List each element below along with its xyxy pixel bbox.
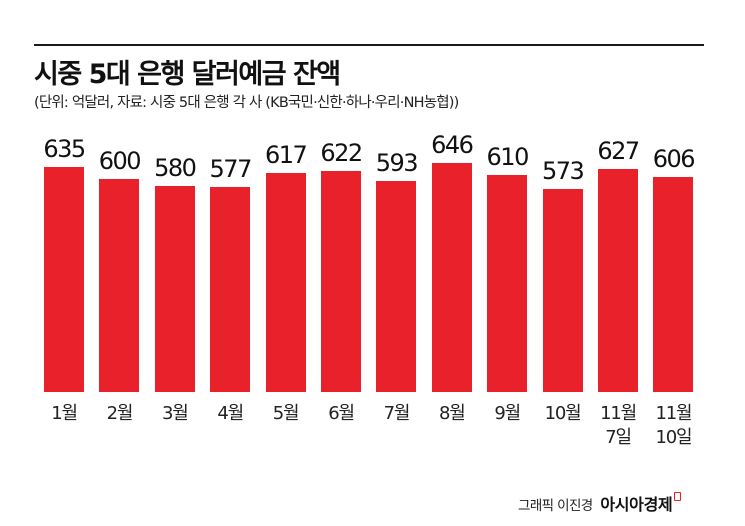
data-label: 580 <box>154 154 197 183</box>
x-axis-label: 8월 <box>438 403 466 424</box>
data-label: 635 <box>43 134 86 163</box>
x-axis-label: 6월 <box>328 403 355 424</box>
bar <box>154 186 195 392</box>
bar <box>44 166 84 392</box>
top-rule <box>34 44 704 46</box>
x-axis-label: 5월 <box>272 403 300 424</box>
data-label: 593 <box>375 149 419 178</box>
bar <box>265 172 306 392</box>
x-axis-label: 3월 <box>161 403 189 424</box>
data-label: 646 <box>431 130 474 159</box>
bar <box>210 187 251 392</box>
chart-subtitle: (단위: 억달러, 자료: 시중 5대 은행 각 사 (KB국민·신한·하나·우… <box>34 95 459 111</box>
x-axis-label: 9월 <box>494 403 521 424</box>
data-label: 622 <box>320 139 363 168</box>
x-axis-label: 1월 <box>51 403 78 424</box>
bar <box>487 175 528 392</box>
x-axis-label: 11월 10일 <box>655 403 692 448</box>
x-axis-label: 11월 7일 <box>600 403 637 448</box>
data-label: 606 <box>652 144 696 173</box>
data-label: 617 <box>264 140 308 169</box>
bar <box>376 181 417 392</box>
brand-logo: 아시아경제 <box>600 495 673 514</box>
credit-line: 그래픽 이진경 아시아경제 <box>518 491 682 515</box>
bar <box>653 176 694 392</box>
data-label: 577 <box>209 155 253 184</box>
data-label: 573 <box>541 156 585 185</box>
x-axis-label: 2월 <box>106 403 134 424</box>
bar <box>431 162 472 392</box>
bar <box>598 169 638 392</box>
chart-title: 시중 5대 은행 달러예금 잔액 <box>34 59 341 90</box>
data-label: 600 <box>98 147 142 175</box>
x-axis-label: 4월 <box>217 403 244 424</box>
bar <box>542 188 583 392</box>
bar <box>99 179 140 392</box>
data-label: 627 <box>597 137 640 166</box>
bar <box>321 171 361 392</box>
data-label: 610 <box>486 143 530 172</box>
brand-mark-icon <box>674 492 682 501</box>
x-axis-label: 7월 <box>383 403 411 424</box>
x-axis-label: 10월 <box>544 403 582 424</box>
graphic-credit: 그래픽 이진경 <box>518 498 593 514</box>
